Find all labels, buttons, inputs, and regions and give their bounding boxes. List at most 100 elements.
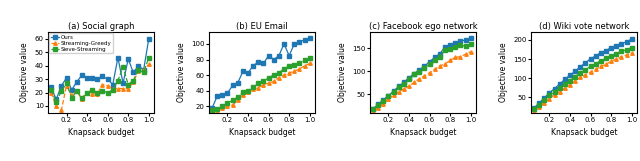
Sieve-Streaming <box>280 68 288 70</box>
Ours <box>208 107 216 109</box>
Sieve-Streaming <box>47 89 55 91</box>
Streaming-Greedy <box>441 63 449 65</box>
Streaming-Greedy <box>280 74 288 76</box>
Ours <box>223 92 231 94</box>
Line: Streaming-Greedy: Streaming-Greedy <box>532 51 634 111</box>
Sieve-Streaming <box>78 97 86 99</box>
Ours <box>618 43 625 45</box>
Ours <box>535 102 543 104</box>
Streaming-Greedy <box>58 109 65 111</box>
Streaming-Greedy <box>129 81 137 83</box>
Line: Streaming-Greedy: Streaming-Greedy <box>211 62 312 112</box>
Ours <box>612 45 620 47</box>
Streaming-Greedy <box>535 106 543 108</box>
Line: Ours: Ours <box>532 38 633 110</box>
Sieve-Streaming <box>83 92 91 94</box>
Ours <box>58 85 65 87</box>
Streaming-Greedy <box>234 99 241 101</box>
Streaming-Greedy <box>405 85 413 87</box>
Ours <box>385 95 392 97</box>
Sieve-Streaming <box>68 97 76 99</box>
Ours <box>566 74 574 76</box>
Streaming-Greedy <box>208 109 216 111</box>
Sieve-Streaming <box>63 82 70 84</box>
Ours <box>255 61 262 63</box>
Streaming-Greedy <box>260 84 268 85</box>
Line: Sieve-Streaming: Sieve-Streaming <box>532 46 633 110</box>
Sieve-Streaming <box>535 104 543 106</box>
Streaming-Greedy <box>451 57 459 58</box>
Ours <box>104 78 111 80</box>
Streaming-Greedy <box>467 51 474 52</box>
Ours <box>296 41 303 43</box>
Streaming-Greedy <box>545 98 553 99</box>
Streaming-Greedy <box>385 98 392 100</box>
Sieve-Streaming <box>88 89 96 91</box>
Sieve-Streaming <box>420 67 428 69</box>
Ours <box>556 83 564 85</box>
Streaming-Greedy <box>426 72 433 74</box>
Streaming-Greedy <box>380 103 387 104</box>
Ours <box>545 92 553 94</box>
Streaming-Greedy <box>73 90 81 92</box>
Streaming-Greedy <box>255 87 262 89</box>
Ours <box>129 71 137 73</box>
Streaming-Greedy <box>456 56 464 57</box>
Sieve-Streaming <box>58 90 65 92</box>
Streaming-Greedy <box>285 72 293 74</box>
Sieve-Streaming <box>145 57 152 59</box>
Ours <box>592 55 600 57</box>
Sieve-Streaming <box>270 74 278 76</box>
Ours <box>306 37 314 39</box>
Sieve-Streaming <box>374 104 382 106</box>
Streaming-Greedy <box>306 62 314 64</box>
Ours <box>607 47 615 48</box>
Ours <box>119 82 127 84</box>
Line: Sieve-Streaming: Sieve-Streaming <box>211 57 311 112</box>
Sieve-Streaming <box>213 108 221 110</box>
Ours <box>213 95 221 97</box>
Y-axis label: Objective value: Objective value <box>20 43 29 102</box>
Streaming-Greedy <box>47 92 55 94</box>
Sieve-Streaming <box>410 73 418 75</box>
Sieve-Streaming <box>134 69 142 71</box>
Ours <box>561 78 569 80</box>
Ours <box>270 59 278 61</box>
Ours <box>587 58 595 60</box>
Sieve-Streaming <box>285 65 293 67</box>
Streaming-Greedy <box>291 70 298 72</box>
Sieve-Streaming <box>385 95 392 97</box>
Sieve-Streaming <box>441 49 449 51</box>
Ours <box>234 82 241 84</box>
Sieve-Streaming <box>436 56 444 57</box>
Sieve-Streaming <box>607 55 615 57</box>
Streaming-Greedy <box>400 88 408 90</box>
Sieve-Streaming <box>244 90 252 92</box>
Sieve-Streaming <box>114 80 122 81</box>
Ours <box>400 81 408 83</box>
Ours <box>275 55 283 57</box>
Title: (a) Social graph: (a) Social graph <box>68 22 134 31</box>
Ours <box>63 77 70 79</box>
Sieve-Streaming <box>109 89 116 91</box>
Ours <box>390 90 397 92</box>
Streaming-Greedy <box>623 54 630 56</box>
Ours <box>441 46 449 48</box>
Sieve-Streaming <box>239 91 247 93</box>
Sieve-Streaming <box>218 105 226 107</box>
Ours <box>93 78 101 80</box>
Ours <box>73 81 81 83</box>
Streaming-Greedy <box>550 94 558 96</box>
Ours <box>140 69 147 71</box>
Ours <box>602 50 610 52</box>
Streaming-Greedy <box>395 91 403 93</box>
Sieve-Streaming <box>597 60 605 62</box>
X-axis label: Knapsack budget: Knapsack budget <box>68 128 134 137</box>
Streaming-Greedy <box>83 92 91 94</box>
Sieve-Streaming <box>446 48 454 50</box>
Streaming-Greedy <box>114 88 122 90</box>
Sieve-Streaming <box>99 90 106 92</box>
Ours <box>369 108 377 110</box>
Sieve-Streaming <box>104 92 111 94</box>
Ours <box>239 70 247 72</box>
